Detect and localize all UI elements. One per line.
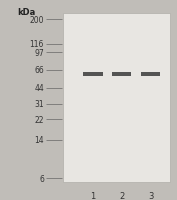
Text: 1: 1	[90, 191, 96, 200]
Bar	[63, 14, 170, 182]
Text: 22: 22	[35, 115, 44, 124]
Text: 97: 97	[34, 48, 44, 57]
Text: 31: 31	[34, 100, 44, 109]
Text: 44: 44	[34, 84, 44, 93]
Text: 6: 6	[39, 174, 44, 183]
Text: 200: 200	[30, 16, 44, 25]
Bar	[112, 73, 132, 76]
Text: 66: 66	[34, 66, 44, 75]
Text: 2: 2	[119, 191, 124, 200]
Text: kDa: kDa	[17, 8, 35, 17]
Bar	[141, 73, 160, 76]
Text: 116: 116	[30, 40, 44, 49]
Text: 3: 3	[148, 191, 153, 200]
Bar	[83, 73, 103, 76]
Text: 14: 14	[34, 136, 44, 144]
